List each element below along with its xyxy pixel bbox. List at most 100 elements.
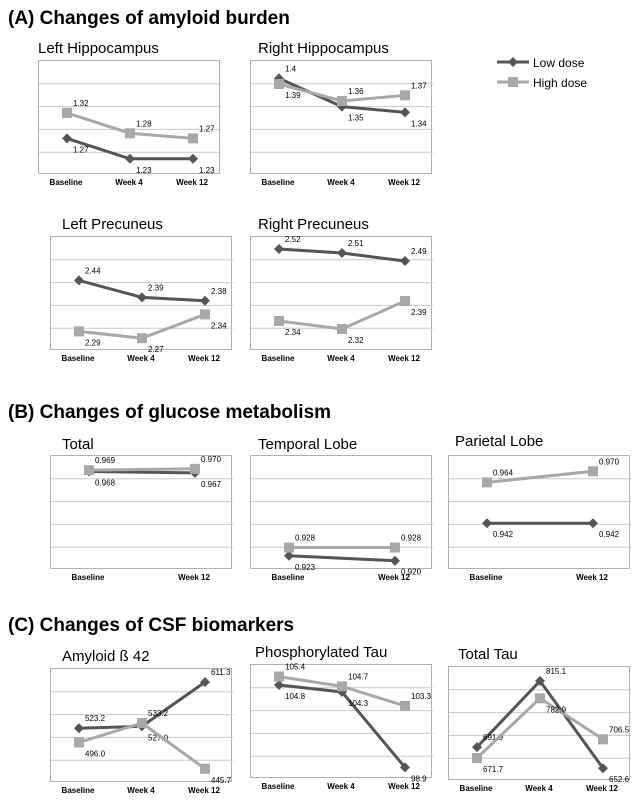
- left-hippocampus-data-label: 1.27: [73, 145, 89, 154]
- temporal-lobe-data-label: 0.920: [401, 568, 422, 577]
- left-hippocampus-data-label: 1.23: [199, 166, 215, 175]
- section-a-title: (A) Changes of amyloid burden: [8, 8, 290, 29]
- temporal-lobe-title: Temporal Lobe: [258, 436, 358, 453]
- total-plot: 0.968 0.967 0.969 0.970: [50, 455, 233, 569]
- phosphorylated-tau-data-label: 104.7: [348, 672, 369, 681]
- right-hippocampus-high-point: [274, 79, 284, 89]
- left-hippocampus-x-tick-label: Week 12: [176, 178, 208, 187]
- temporal-lobe-low-point: [284, 550, 294, 561]
- phosphorylated-tau-data-label: 104.3: [348, 699, 369, 708]
- parietal-lobe-x-tick-label: Week 12: [576, 573, 608, 582]
- total-tau-x-axis: Baseline Week 4 Week 12: [448, 784, 630, 796]
- right-precuneus-data-label: 2.39: [411, 308, 427, 317]
- right-hippocampus-data-label: 1.37: [411, 81, 427, 90]
- left-precuneus-low-point: [74, 275, 84, 286]
- temporal-lobe-data-label: 0.923: [295, 563, 316, 572]
- left-precuneus-data-label: 2.38: [211, 287, 227, 296]
- total-tau-low-point: [472, 742, 482, 753]
- parietal-lobe-high-point: [482, 477, 492, 488]
- section-b-title: (B) Changes of glucose metabolism: [8, 402, 332, 423]
- total-tau-x-tick-label: Week 4: [525, 784, 553, 793]
- total-series-low-line: [88, 470, 196, 475]
- right-hippocampus-data-label: 1.34: [411, 119, 427, 128]
- left-hippocampus-plot: 1.27 1.23 1.23 1.32 1.28 1.27: [38, 60, 221, 175]
- amyloid-b42-low-point: [74, 723, 84, 734]
- total-x-axis: Baseline Week 12: [50, 573, 232, 585]
- section-c-title: (C) Changes of CSF biomarkers: [8, 615, 295, 636]
- left-hippocampus-high-point: [188, 133, 198, 144]
- left-hippocampus-high-point: [125, 128, 135, 139]
- right-precuneus-low-point: [337, 248, 347, 258]
- left-precuneus-low-point: [200, 295, 210, 306]
- total-x-tick-label: Baseline: [71, 573, 105, 582]
- legend-high-label: High dose: [533, 76, 588, 90]
- total-tau-low-point: [535, 675, 545, 686]
- temporal-lobe-low-point: [390, 555, 400, 566]
- amyloid-b42-data-label: 611.3: [211, 668, 231, 677]
- right-hippocampus-high-point: [400, 90, 410, 101]
- parietal-lobe-x-tick-label: Baseline: [469, 573, 503, 582]
- phosphorylated-tau-x-tick-label: Week 12: [388, 782, 420, 791]
- left-precuneus-data-label: 2.29: [85, 338, 101, 347]
- right-precuneus-low-point: [400, 256, 410, 266]
- total-tau-low-point: [598, 763, 608, 774]
- left-hippocampus-data-label: 1.28: [136, 119, 152, 128]
- right-precuneus-data-label: 2.32: [348, 336, 364, 345]
- amyloid-b42-x-tick-label: Baseline: [61, 786, 95, 795]
- right-hippocampus-low-point: [400, 107, 410, 118]
- right-precuneus-x-tick-label: Baseline: [261, 354, 295, 363]
- left-hippocampus-low-point: [62, 133, 72, 144]
- legend-high-marker-icon: [497, 77, 529, 87]
- left-hippocampus-x-tick-label: Week 4: [115, 178, 143, 187]
- right-precuneus-x-tick-label: Week 12: [388, 354, 420, 363]
- right-hippocampus-x-tick-label: Week 4: [327, 178, 355, 187]
- total-tau-x-tick-label: Week 12: [586, 784, 618, 793]
- right-precuneus-data-label: 2.51: [348, 239, 364, 248]
- left-hippocampus-low-point: [125, 153, 135, 164]
- right-precuneus-x-tick-label: Week 4: [327, 354, 355, 363]
- left-hippocampus-x-axis: Baseline Week 4 Week 12: [38, 178, 220, 190]
- right-precuneus-high-point: [400, 296, 410, 306]
- total-tau-high-point: [598, 734, 608, 745]
- right-hippocampus-x-axis: Baseline Week 4 Week 12: [250, 178, 432, 190]
- amyloid-b42-data-label: 527.0: [148, 733, 169, 742]
- phosphorylated-tau-x-tick-label: Week 4: [327, 782, 355, 791]
- parietal-lobe-data-label: 0.964: [493, 468, 514, 477]
- parietal-lobe-title: Parietal Lobe: [455, 433, 544, 450]
- right-precuneus-data-label: 2.34: [285, 328, 301, 337]
- left-hippocampus-title: Left Hippocampus: [38, 40, 159, 57]
- left-precuneus-x-tick-label: Week 12: [188, 354, 220, 363]
- total-tau-data-label: 706.5: [609, 725, 630, 734]
- total-tau-data-label: 671.7: [483, 765, 504, 774]
- left-precuneus-plot: 2.44 2.39 2.38 2.29 2.27 2.34: [50, 236, 233, 354]
- phosphorylated-tau-data-label: 103.3: [411, 692, 432, 701]
- temporal-lobe-x-axis: Baseline Week 12: [250, 573, 432, 585]
- temporal-lobe-x-tick-label: Baseline: [271, 573, 305, 582]
- total-data-label: 0.967: [201, 480, 222, 489]
- total-data-label: 0.968: [95, 479, 116, 488]
- right-precuneus-title: Right Precuneus: [258, 216, 369, 233]
- right-hippocampus-title: Right Hippocampus: [258, 40, 389, 57]
- amyloid-b42-plot: 523.2 527.0 611.3 496.0 533.2 445.7: [50, 668, 233, 785]
- right-hippocampus-svg: 1.4 1.35 1.34 1.39 1.36 1.37: [251, 64, 433, 153]
- total-data-label: 0.970: [201, 455, 222, 464]
- amyloid-b42-low-point: [200, 677, 210, 688]
- parietal-lobe-plot: 0.942 0.942 0.964 0.970: [448, 455, 631, 569]
- right-hippocampus-x-tick-label: Baseline: [261, 178, 295, 187]
- parietal-lobe-low-point: [482, 518, 492, 529]
- phosphorylated-tau-x-axis: Baseline Week 4 Week 12: [250, 782, 432, 794]
- amyloid-b42-data-label: 496.0: [85, 749, 106, 758]
- phosphorylated-tau-high-point: [400, 700, 410, 711]
- phosphorylated-tau-data-label: 98.9: [411, 774, 427, 783]
- total-svg: 0.968 0.967 0.969 0.970: [51, 455, 233, 548]
- right-hippocampus-plot: 1.4 1.35 1.34 1.39 1.36 1.37: [250, 60, 433, 174]
- parietal-lobe-x-axis: Baseline Week 12: [448, 573, 630, 585]
- phosphorylated-tau-low-point: [400, 762, 410, 773]
- left-hippocampus-high-point: [62, 107, 72, 118]
- total-tau-data-label: 652.6: [609, 775, 630, 784]
- left-precuneus-high-point: [74, 326, 84, 337]
- right-hippocampus-low-point: [274, 73, 284, 84]
- amyloid-b42-x-axis: Baseline Week 4 Week 12: [50, 786, 232, 798]
- left-precuneus-data-label: 2.27: [148, 345, 164, 354]
- parietal-lobe-data-label: 0.970: [599, 457, 620, 466]
